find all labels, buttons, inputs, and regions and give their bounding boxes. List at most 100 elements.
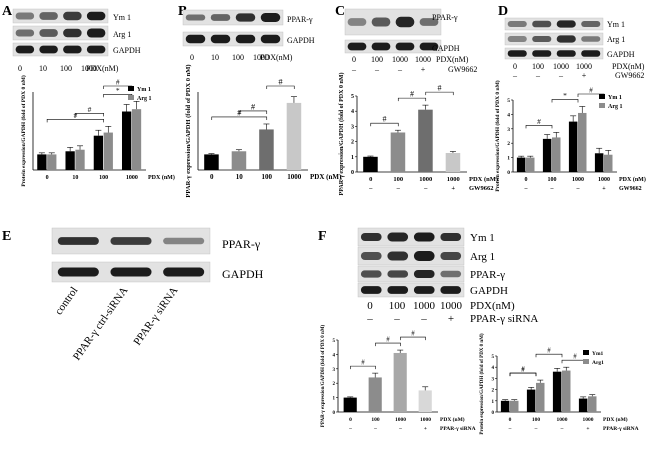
y-tick-label: 4 xyxy=(507,112,510,118)
x-tick-label: 1000 xyxy=(287,173,302,181)
blot-E-ppar xyxy=(51,227,211,255)
blot-band xyxy=(210,14,231,21)
row2-tick: + xyxy=(424,426,427,432)
row2-label-D: – xyxy=(535,71,541,80)
blot-band xyxy=(360,286,382,294)
blot-F-ym1 xyxy=(357,227,465,247)
blot-A-ym1 xyxy=(12,8,109,24)
row2-label-C: + xyxy=(421,65,426,74)
sig-marker: # xyxy=(521,366,525,374)
legend-label: Arg 1 xyxy=(137,96,152,102)
bar xyxy=(526,157,535,172)
blot-band xyxy=(581,50,601,57)
x-tick-label: 10 xyxy=(236,173,244,181)
row2-label-D: – xyxy=(558,71,564,80)
x-axis-label: PDX (nM) xyxy=(440,416,465,423)
blot-D-arg1 xyxy=(504,32,604,46)
legend-swatch xyxy=(583,350,589,355)
lane-unit-A: PDX(nM) xyxy=(86,64,119,73)
blot-band xyxy=(86,45,106,54)
legend-swatch xyxy=(599,103,605,108)
blot-label-F-ym1: Ym 1 xyxy=(470,232,495,244)
y-axis-label: Protein expression/GAPDH (fold of PDX 0 … xyxy=(480,333,485,435)
legend-swatch xyxy=(128,86,134,91)
sig-bracket xyxy=(46,119,104,123)
blot-label-B-gapdh: GAPDH xyxy=(287,36,315,45)
blot-D-ym1 xyxy=(504,17,604,31)
blot-band xyxy=(360,232,382,242)
panel-letter-D: D xyxy=(498,4,508,19)
blot-band xyxy=(387,251,409,261)
row2-tick: – xyxy=(398,426,402,432)
blot-B-ppar xyxy=(182,9,284,26)
blot-label-F-arg1: Arg 1 xyxy=(470,251,495,263)
bar xyxy=(259,129,274,170)
bar xyxy=(562,370,571,412)
legend-swatch xyxy=(599,94,605,99)
panel-letter-A: A xyxy=(2,4,13,19)
bar xyxy=(286,102,302,170)
bar xyxy=(47,154,57,170)
bar xyxy=(552,371,562,412)
chart-C: 0 1 2 3 4 5 PPAR-γ expression/GAPDH (fold of P… xyxy=(338,73,498,196)
blot-band xyxy=(581,36,601,42)
row2-tick: – xyxy=(550,186,555,192)
sig-marker: # xyxy=(251,101,256,111)
x-axis-label: PDX (nM) xyxy=(310,173,342,181)
row2-tick: – xyxy=(396,185,401,192)
row2-tick: + xyxy=(602,186,606,192)
lane-label-F: 1000 xyxy=(413,300,436,312)
panel-letter-F: F xyxy=(318,229,327,244)
row2-axis-label: GW9662 xyxy=(469,185,494,192)
sig-bracket xyxy=(400,336,426,341)
row2-tick: + xyxy=(586,426,589,432)
x-tick-label: 0 xyxy=(525,177,528,183)
lane-label-A: 10 xyxy=(39,64,47,73)
row2-label-F: – xyxy=(366,313,373,325)
blot-band xyxy=(39,12,58,20)
lane-label-B: 1000 xyxy=(253,53,269,62)
row2-label-F: + xyxy=(448,313,454,325)
row2-label-C: – xyxy=(374,65,380,74)
x-tick-label: 0 xyxy=(509,417,512,423)
lane-label-F: 100 xyxy=(389,300,406,312)
lane-label-D: 100 xyxy=(532,62,544,71)
bar xyxy=(578,112,587,172)
blot-band xyxy=(507,50,527,57)
blot-membrane xyxy=(12,42,109,57)
blot-label-C-gapdh: GAPDH xyxy=(432,44,460,53)
blot-label-E-gapdh: GAPDH xyxy=(222,267,264,281)
y-tick-label: 5 xyxy=(492,355,495,360)
bar xyxy=(368,377,382,412)
x-tick-label: 10 xyxy=(72,175,78,181)
legend-label: Ym 1 xyxy=(137,87,151,93)
bar xyxy=(594,153,604,172)
blot-band xyxy=(419,42,439,51)
x-tick-label: 0 xyxy=(369,176,372,183)
blot-membrane xyxy=(182,9,284,26)
sig-marker: # xyxy=(361,359,365,367)
blot-band xyxy=(347,42,367,51)
blot-A-gapdh xyxy=(12,42,109,57)
x-tick-label: 1000 xyxy=(395,417,406,423)
row2-tick: – xyxy=(560,426,564,432)
blot-band xyxy=(185,34,206,44)
blot-band xyxy=(387,270,409,278)
row2-axis-label: GW9662 xyxy=(619,186,642,192)
sig-marker: # xyxy=(116,78,120,87)
blot-label-A-ym1: Ym 1 xyxy=(113,13,131,22)
lane-unit-D: PDX(nM) xyxy=(612,62,645,71)
lane-label-B: 100 xyxy=(232,53,244,62)
row2-label-D: + xyxy=(582,71,587,80)
x-tick-label: 1000 xyxy=(583,417,594,423)
sig-marker: # xyxy=(278,77,283,87)
blot-band xyxy=(260,13,281,22)
bar xyxy=(604,154,613,172)
lane-label-D: 1000 xyxy=(553,62,569,71)
row2-tick: – xyxy=(348,426,352,432)
lane-label-D: 1000 xyxy=(576,62,592,71)
x-tick-label: 1000 xyxy=(126,175,138,181)
y-tick-label: 5 xyxy=(333,339,336,344)
blot-band xyxy=(440,251,462,261)
row2-axis-label: PPAR-γ siRNA xyxy=(440,426,476,432)
